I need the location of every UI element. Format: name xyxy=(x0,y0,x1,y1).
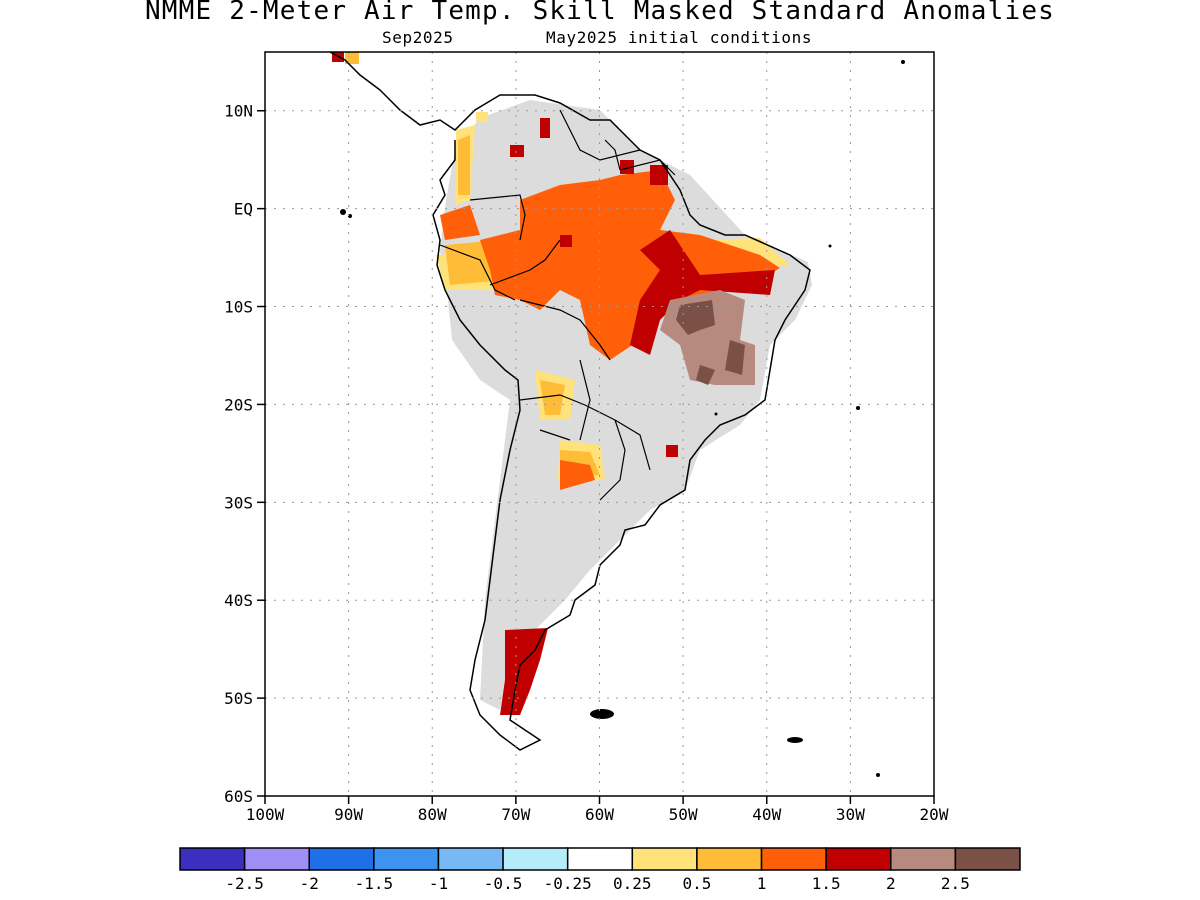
legend-swatch xyxy=(760,847,827,871)
legend-swatch xyxy=(373,847,440,871)
legend-label: 2.5 xyxy=(941,874,970,893)
initial-conditions: May2025 initial conditions xyxy=(546,28,813,47)
lat-tick-label: EQ xyxy=(234,200,253,219)
legend-label: 0.5 xyxy=(682,874,711,893)
lon-tick-label: 20W xyxy=(920,805,949,824)
legend-label: 0.25 xyxy=(613,874,652,893)
anomaly-above-3 xyxy=(676,300,745,385)
lon-tick-label: 40W xyxy=(752,805,781,824)
legend-label: -0.25 xyxy=(544,874,592,893)
legend-swatch xyxy=(502,847,569,871)
legend-label: 1 xyxy=(757,874,767,893)
legend-swatch xyxy=(243,847,310,871)
lon-tick-label: 100W xyxy=(246,805,285,824)
anomaly-1.5-2 xyxy=(440,170,780,490)
legend-label: -2 xyxy=(300,874,319,893)
lat-tick-label: 30S xyxy=(224,493,253,512)
legend-label: 1.5 xyxy=(812,874,841,893)
lon-tick-label: 90W xyxy=(334,805,363,824)
lon-tick-label: 80W xyxy=(418,805,447,824)
legend-label: -1 xyxy=(429,874,448,893)
color-legend: -2.5 -2 -1.5 -1 -0.5 -0.25 0.25 0.5 1 1.5 2 2.5 xyxy=(179,847,1021,893)
legend-label: -0.5 xyxy=(484,874,523,893)
legend-swatch xyxy=(696,847,763,871)
legend-label: -1.5 xyxy=(355,874,394,893)
map-gridlines xyxy=(265,52,934,796)
map-plot-area xyxy=(329,52,905,777)
lat-tick-label: 10S xyxy=(224,298,253,317)
lon-tick-label: 30W xyxy=(836,805,865,824)
lat-tick-label: 60S xyxy=(224,787,253,806)
legend-swatch xyxy=(566,847,634,871)
lat-axis: 10N EQ 10S 20S 30S 40S 50S 60S xyxy=(224,102,265,806)
legend-swatch xyxy=(179,847,246,871)
lon-tick-label: 50W xyxy=(669,805,698,824)
legend-swatch xyxy=(308,847,375,871)
legend-swatch xyxy=(825,847,892,871)
coastline xyxy=(329,52,811,751)
legend-swatch xyxy=(437,847,504,871)
lat-tick-label: 50S xyxy=(224,689,253,708)
legend-label: -2.5 xyxy=(225,874,264,893)
lat-tick-label: 10N xyxy=(224,102,253,121)
lon-axis: 100W 90W 80W 70W 60W 50W 40W 30W 20W xyxy=(246,796,949,824)
lon-tick-label: 60W xyxy=(585,805,614,824)
country-borders xyxy=(439,109,676,501)
map-title: NMME 2-Meter Air Temp. Skill Masked Stan… xyxy=(144,0,1056,26)
legend-swatch xyxy=(631,847,698,871)
legend-swatch xyxy=(954,847,1021,871)
legend-label: 2 xyxy=(886,874,896,893)
lon-tick-label: 70W xyxy=(501,805,530,824)
target-month: Sep2025 xyxy=(382,28,454,47)
lat-tick-label: 40S xyxy=(224,591,253,610)
legend-swatch xyxy=(890,847,957,871)
lat-tick-label: 20S xyxy=(224,395,253,414)
